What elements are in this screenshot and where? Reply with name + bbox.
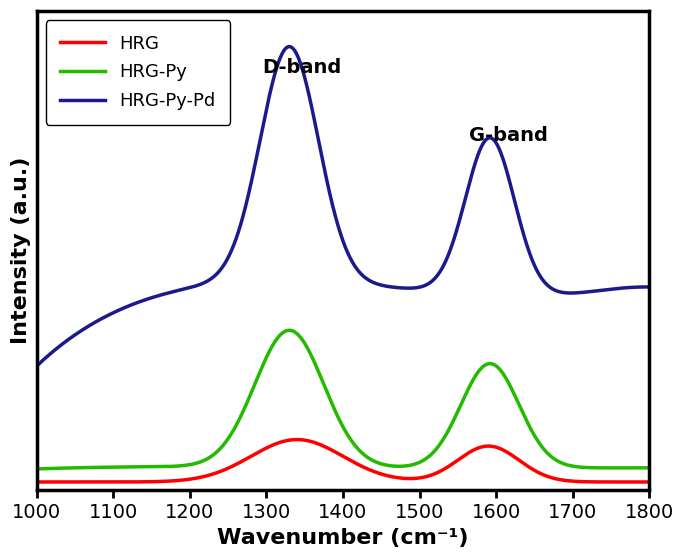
HRG-Py-Pd <box>267 83 275 90</box>
HRG <box>33 479 41 485</box>
HRG-Py <box>645 465 653 471</box>
HRG-Py <box>139 463 147 470</box>
HRG-Py-Pd <box>567 290 575 296</box>
Y-axis label: Intensity (a.u.): Intensity (a.u.) <box>11 157 31 344</box>
HRG-Py <box>267 344 275 350</box>
HRG <box>295 436 303 443</box>
Line: HRG: HRG <box>37 439 649 482</box>
HRG-Py-Pd <box>103 312 111 319</box>
HRG-Py-Pd <box>645 283 653 290</box>
HRG-Py <box>33 466 41 472</box>
HRG-Py <box>285 327 293 334</box>
Legend: HRG, HRG-Py, HRG-Py-Pd: HRG, HRG-Py, HRG-Py-Pd <box>46 20 230 125</box>
Text: D-band: D-band <box>262 58 342 77</box>
HRG <box>634 479 642 485</box>
HRG <box>293 436 301 443</box>
Line: HRG-Py: HRG-Py <box>37 330 649 469</box>
HRG-Py-Pd <box>295 54 303 61</box>
HRG <box>645 479 653 485</box>
HRG-Py <box>634 465 642 471</box>
HRG-Py-Pd <box>285 43 293 50</box>
HRG <box>103 479 111 485</box>
HRG-Py-Pd <box>33 363 41 369</box>
HRG <box>267 442 275 449</box>
HRG-Py-Pd <box>634 284 642 291</box>
HRG-Py <box>295 331 303 338</box>
HRG-Py <box>567 462 575 469</box>
X-axis label: Wavenumber (cm⁻¹): Wavenumber (cm⁻¹) <box>217 528 469 548</box>
HRG <box>567 478 575 485</box>
HRG <box>139 479 147 485</box>
Line: HRG-Py-Pd: HRG-Py-Pd <box>37 46 649 366</box>
HRG-Py-Pd <box>139 297 147 304</box>
HRG-Py <box>103 464 111 471</box>
Text: G-band: G-band <box>469 126 548 145</box>
